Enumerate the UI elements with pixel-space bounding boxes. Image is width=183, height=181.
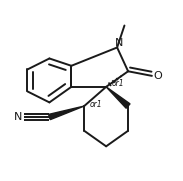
Text: N: N — [14, 112, 23, 122]
Text: N: N — [114, 39, 123, 49]
Polygon shape — [48, 106, 84, 120]
Text: or1: or1 — [90, 100, 102, 109]
Text: O: O — [153, 71, 162, 81]
Polygon shape — [106, 87, 130, 108]
Text: or1: or1 — [112, 79, 124, 88]
